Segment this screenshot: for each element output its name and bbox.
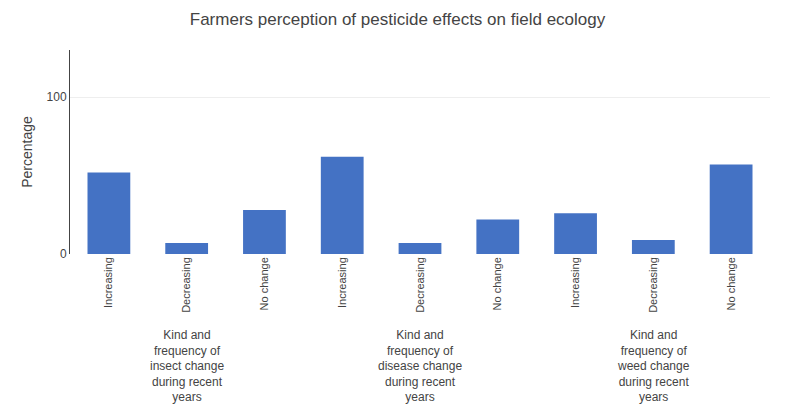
svg-text:Percentage: Percentage <box>19 116 35 188</box>
svg-text:Increasing: Increasing <box>102 257 114 308</box>
svg-text:Increasing: Increasing <box>336 257 348 308</box>
svg-text:No change: No change <box>258 257 270 310</box>
svg-text:Kind andfrequency ofinsect cha: Kind andfrequency ofinsect changeduring … <box>150 328 224 404</box>
svg-text:Farmers perception of pesticid: Farmers perception of pesticide effects … <box>190 10 606 29</box>
svg-text:Decreasing: Decreasing <box>647 257 659 313</box>
svg-text:100: 100 <box>47 90 67 104</box>
svg-text:No change: No change <box>491 257 503 310</box>
svg-text:Kind andfrequency ofdisease ch: Kind andfrequency ofdisease changeduring… <box>378 328 462 404</box>
svg-text:Increasing: Increasing <box>569 257 581 308</box>
svg-text:Decreasing: Decreasing <box>414 257 426 313</box>
svg-text:No change: No change <box>725 257 737 310</box>
svg-text:Decreasing: Decreasing <box>180 257 192 313</box>
svg-text:0: 0 <box>60 247 67 261</box>
svg-text:Kind andfrequency ofweed chang: Kind andfrequency ofweed changeduring re… <box>617 328 690 404</box>
